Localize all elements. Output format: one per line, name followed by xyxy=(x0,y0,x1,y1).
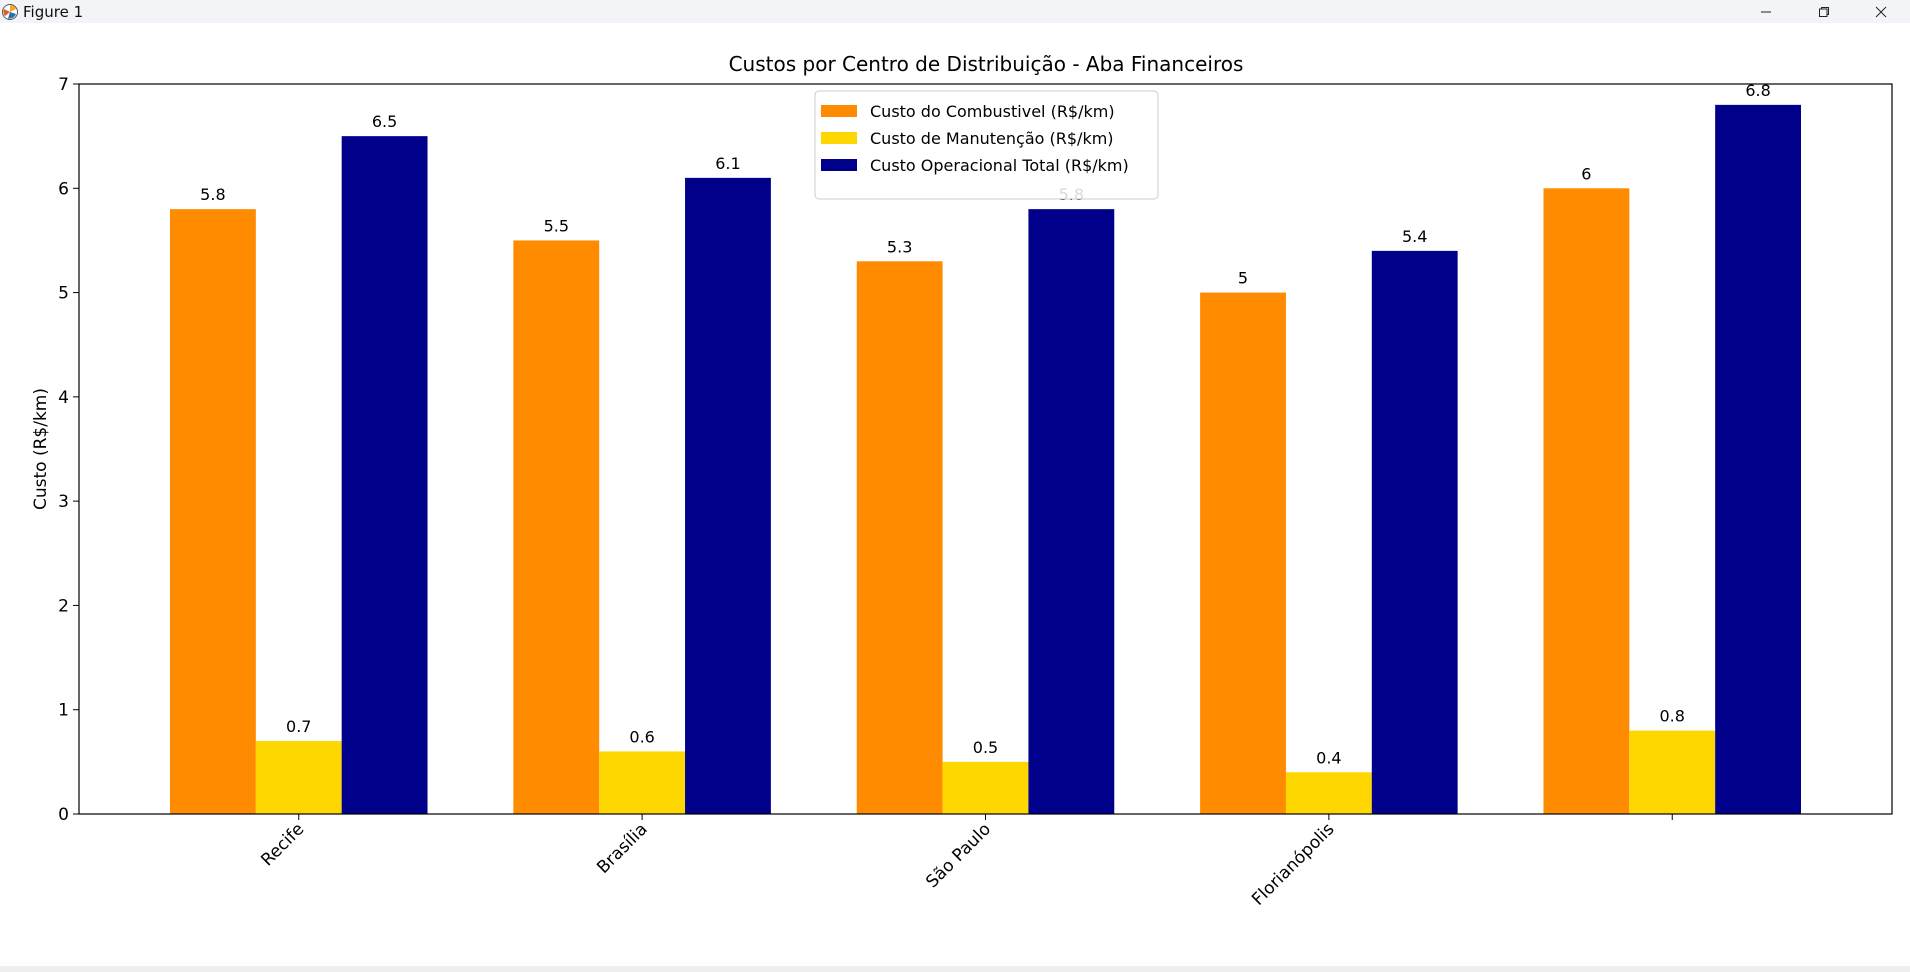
legend-label: Custo Operacional Total (R$/km) xyxy=(870,156,1129,175)
y-tick-label: 7 xyxy=(58,75,69,95)
data-label: 5 xyxy=(1238,269,1248,288)
plot-area: 5.85.55.3560.70.60.50.40.86.56.15.85.46.… xyxy=(58,75,1893,910)
bar xyxy=(255,741,342,814)
y-tick-label: 6 xyxy=(58,179,69,199)
data-label: 6 xyxy=(1581,164,1591,183)
legend-swatch xyxy=(821,105,857,117)
data-label: 5.5 xyxy=(544,216,569,235)
data-label: 0.7 xyxy=(286,717,311,736)
y-tick-label: 2 xyxy=(58,596,69,616)
minimize-button[interactable] xyxy=(1737,0,1795,23)
legend-label: Custo do Combustivel (R$/km) xyxy=(870,102,1115,121)
matplotlib-icon xyxy=(2,4,18,20)
maximize-icon xyxy=(1819,6,1829,17)
y-tick-label: 0 xyxy=(58,805,69,825)
data-label: 6.8 xyxy=(1745,81,1770,100)
x-tick-label: Brasília xyxy=(593,819,651,877)
bar xyxy=(341,136,428,814)
bar xyxy=(856,261,943,814)
y-tick-label: 1 xyxy=(58,701,69,721)
bar xyxy=(1629,730,1716,814)
close-icon xyxy=(1875,6,1887,17)
maximize-button[interactable] xyxy=(1795,0,1853,23)
x-tick-label: São Paulo xyxy=(922,819,995,892)
minimize-icon xyxy=(1761,11,1771,12)
bar xyxy=(169,209,256,814)
bar xyxy=(685,177,771,815)
data-label: 6.1 xyxy=(715,154,740,173)
window-titlebar: Figure 1 xyxy=(0,0,1910,23)
bar xyxy=(1028,209,1115,814)
window-title: Figure 1 xyxy=(23,3,84,21)
data-label: 6.5 xyxy=(372,112,397,131)
y-tick-label: 5 xyxy=(58,284,69,304)
bar xyxy=(599,751,686,814)
data-label: 0.8 xyxy=(1660,707,1685,726)
bar-chart: Custos por Centro de Distribuição - Aba … xyxy=(31,52,1893,910)
data-label: 5.3 xyxy=(887,237,912,256)
bar xyxy=(1715,104,1801,815)
bar xyxy=(1371,250,1458,815)
data-label: 0.5 xyxy=(973,738,998,757)
chart-title: Custos por Centro de Distribuição - Aba … xyxy=(729,52,1244,76)
bar xyxy=(1543,188,1630,815)
y-tick-label: 3 xyxy=(58,492,69,512)
close-button[interactable] xyxy=(1852,0,1910,23)
data-label: 0.4 xyxy=(1316,748,1341,767)
bar xyxy=(1200,292,1286,814)
legend-box xyxy=(814,90,1159,200)
legend: Custo do Combustivel (R$/km) Custo de Man… xyxy=(814,90,1159,200)
data-label: 0.6 xyxy=(629,727,654,746)
y-axis-label: Custo (R$/km) xyxy=(31,388,51,510)
bar xyxy=(513,240,600,814)
data-label: 5.4 xyxy=(1402,227,1427,246)
bar xyxy=(942,761,1029,814)
legend-swatch xyxy=(821,159,857,171)
data-label: 5.8 xyxy=(200,185,225,204)
x-tick-label: Florianópolis xyxy=(1248,819,1338,909)
window-bottom-border xyxy=(0,966,1910,972)
y-tick-label: 4 xyxy=(58,388,69,408)
legend-swatch xyxy=(821,132,857,144)
x-tick-label: Recife xyxy=(257,819,308,870)
legend-label: Custo de Manutenção (R$/km) xyxy=(870,129,1114,148)
bar xyxy=(1285,772,1372,814)
